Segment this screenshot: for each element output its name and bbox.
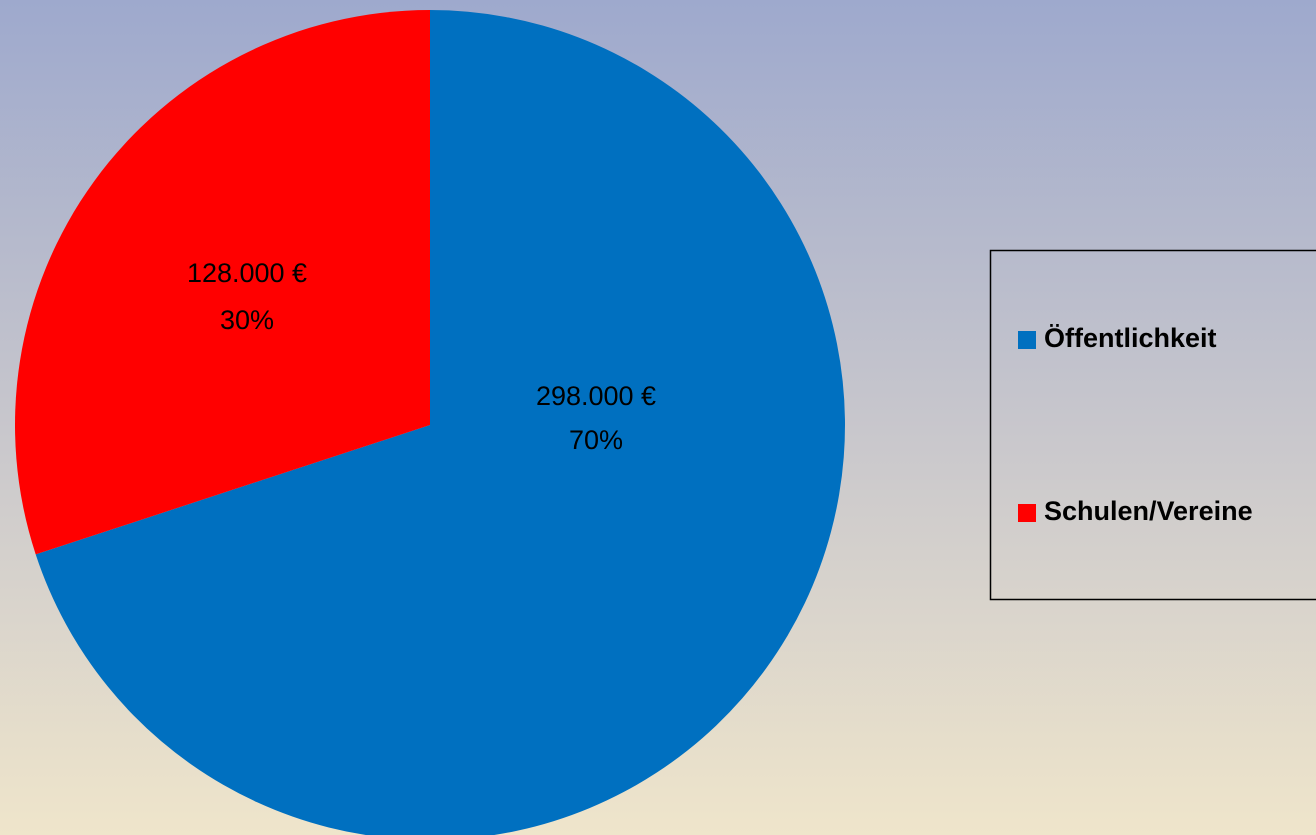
legend-swatch	[1018, 331, 1036, 349]
legend-swatch	[1018, 504, 1036, 522]
value-label: 128.000 €	[187, 258, 307, 288]
legend-label: Schulen/Vereine	[1044, 496, 1253, 526]
value-label: 298.000 €	[536, 381, 656, 411]
pie-slice	[14, 10, 430, 555]
percent-label: 70%	[569, 425, 623, 455]
percent-label: 30%	[220, 305, 274, 335]
legend-box	[989, 249, 1316, 601]
legend-label: Öffentlichkeit	[1044, 323, 1217, 353]
pie-slice	[35, 10, 845, 835]
